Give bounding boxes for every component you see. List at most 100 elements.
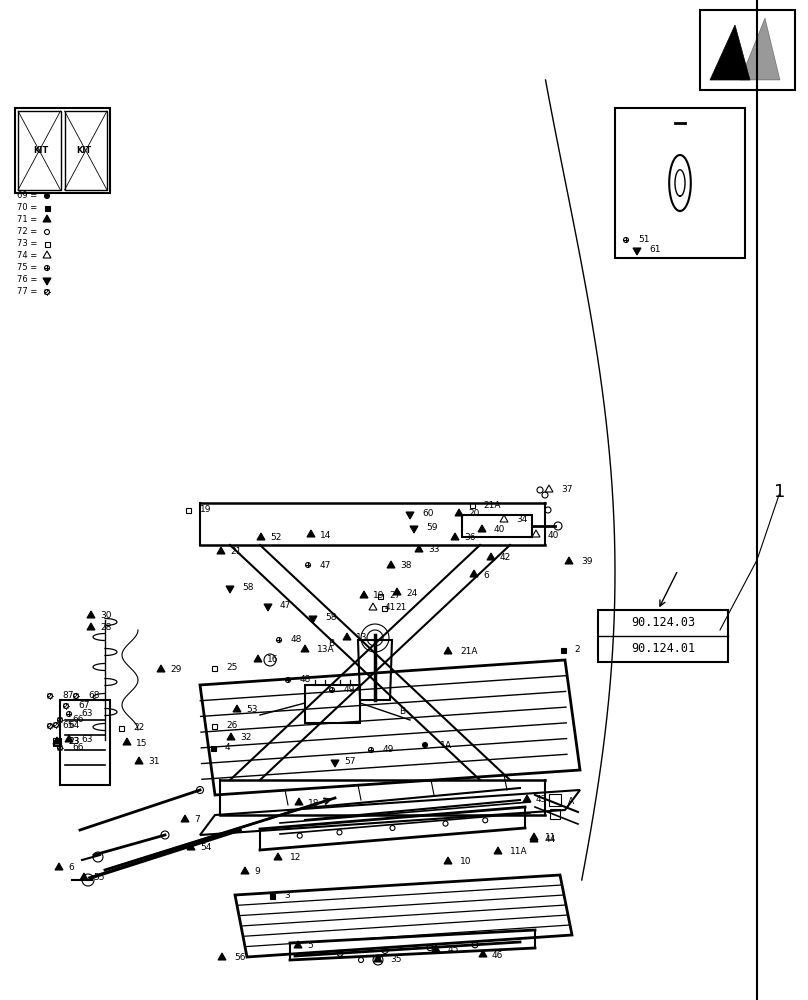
Polygon shape (87, 611, 95, 618)
Bar (598, 610, 728, 662)
Polygon shape (415, 545, 423, 552)
Text: 10: 10 (460, 857, 472, 866)
Polygon shape (233, 705, 241, 712)
Bar (44, 241, 49, 246)
Bar (700, 10, 795, 90)
Text: 19: 19 (200, 506, 212, 514)
Polygon shape (43, 278, 51, 285)
Text: 58: 58 (242, 584, 254, 592)
Text: 26: 26 (226, 722, 238, 730)
Text: 59: 59 (426, 524, 437, 532)
Text: 11A: 11A (510, 848, 528, 856)
Text: 58: 58 (325, 613, 336, 622)
Bar (212, 724, 217, 728)
Text: 67: 67 (78, 702, 90, 710)
Polygon shape (479, 950, 487, 957)
Text: 45: 45 (448, 946, 460, 954)
Polygon shape (530, 835, 538, 842)
Text: B: B (399, 708, 405, 716)
Polygon shape (87, 623, 95, 630)
Text: 29: 29 (170, 666, 181, 674)
Polygon shape (123, 738, 131, 745)
Polygon shape (257, 533, 265, 540)
Text: 9: 9 (254, 867, 259, 876)
Text: 90.124.03: 90.124.03 (631, 616, 695, 630)
Polygon shape (55, 863, 63, 870)
Text: 71 =: 71 = (17, 216, 37, 225)
Text: 37: 37 (561, 486, 573, 494)
Text: 35: 35 (390, 956, 402, 964)
Text: 75 =: 75 = (17, 263, 37, 272)
Text: 64: 64 (68, 720, 79, 730)
Polygon shape (487, 553, 495, 560)
Text: 76 =: 76 = (17, 275, 37, 284)
Polygon shape (530, 833, 538, 840)
Circle shape (44, 194, 49, 198)
Text: 11: 11 (545, 834, 557, 842)
Polygon shape (254, 655, 262, 662)
Text: 4: 4 (225, 744, 230, 752)
Bar (211, 746, 216, 750)
Text: 53: 53 (246, 706, 258, 714)
Text: 16: 16 (267, 656, 279, 664)
Text: 90.124.01: 90.124.01 (631, 643, 695, 656)
Text: 36: 36 (464, 534, 475, 542)
Text: 6: 6 (483, 570, 489, 580)
Text: 70 =: 70 = (17, 204, 37, 213)
Text: 24: 24 (406, 588, 417, 597)
Polygon shape (181, 815, 189, 822)
Text: 51: 51 (638, 235, 650, 244)
Bar (550, 809, 560, 819)
Polygon shape (387, 561, 395, 568)
Text: 17: 17 (372, 956, 384, 964)
Text: 40: 40 (494, 526, 505, 534)
Text: 38: 38 (400, 562, 411, 570)
Text: 6: 6 (68, 863, 74, 872)
Text: 19: 19 (373, 591, 385, 600)
Text: 32: 32 (240, 734, 251, 742)
Polygon shape (187, 843, 195, 850)
Text: 18: 18 (308, 798, 319, 808)
Text: A: A (444, 740, 451, 750)
Bar (305, 685, 360, 723)
Bar (60, 700, 110, 785)
Bar (212, 666, 217, 670)
Text: 13: 13 (356, 634, 368, 643)
Polygon shape (360, 591, 368, 598)
Text: 66: 66 (72, 744, 83, 752)
Bar (549, 794, 561, 806)
Bar (561, 648, 566, 652)
Bar (53, 738, 61, 746)
Polygon shape (393, 588, 401, 595)
Polygon shape (309, 616, 317, 623)
Text: B: B (328, 640, 335, 648)
Text: 27: 27 (389, 591, 401, 600)
Text: 12: 12 (290, 854, 301, 862)
Text: 1: 1 (774, 483, 785, 501)
Text: 73 =: 73 = (17, 239, 37, 248)
Text: 31: 31 (148, 758, 159, 766)
Bar (377, 593, 382, 598)
Polygon shape (43, 215, 51, 222)
Text: 77 =: 77 = (17, 288, 37, 296)
Text: 63: 63 (81, 736, 92, 744)
Text: 23: 23 (68, 738, 79, 746)
Bar (462, 515, 532, 537)
Polygon shape (241, 867, 249, 874)
Bar (65, 111, 107, 190)
Text: 21A: 21A (483, 500, 500, 510)
Polygon shape (451, 533, 459, 540)
Bar (469, 502, 474, 508)
Text: 74 =: 74 = (17, 251, 37, 260)
Polygon shape (374, 955, 382, 962)
Text: 14: 14 (320, 530, 331, 540)
Polygon shape (331, 760, 339, 767)
Polygon shape (565, 557, 573, 564)
Text: 56: 56 (234, 954, 246, 962)
Bar (615, 108, 745, 258)
Polygon shape (455, 509, 463, 516)
Polygon shape (301, 645, 309, 652)
Polygon shape (295, 798, 303, 805)
Bar (53, 740, 58, 744)
Text: 42: 42 (500, 554, 511, 562)
